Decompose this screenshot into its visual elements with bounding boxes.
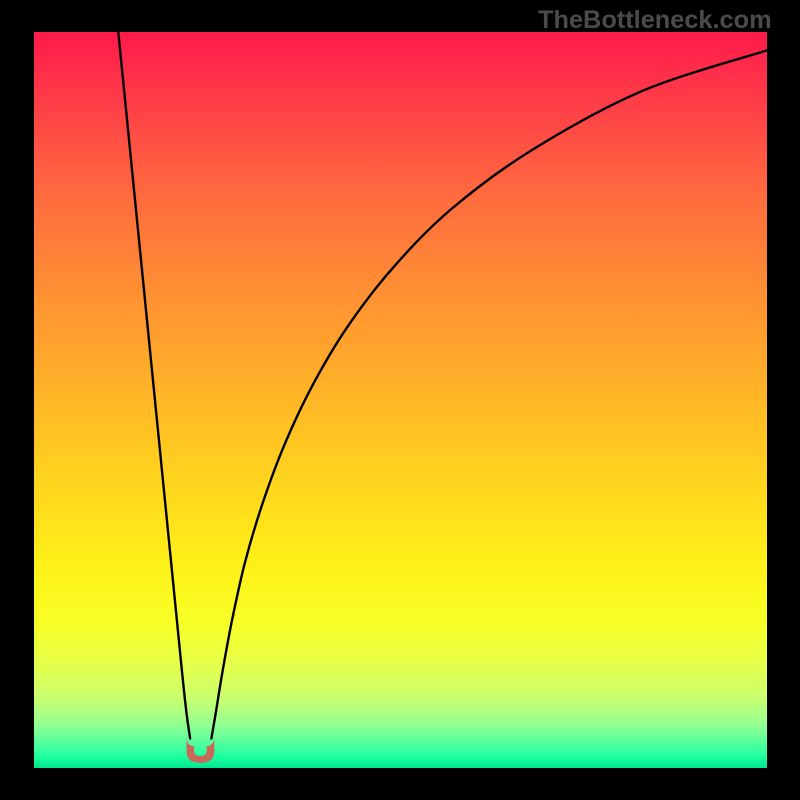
watermark-text: TheBottleneck.com bbox=[538, 6, 772, 35]
plot-area bbox=[34, 32, 767, 768]
gradient-background bbox=[34, 32, 767, 768]
plot-svg bbox=[34, 32, 767, 768]
